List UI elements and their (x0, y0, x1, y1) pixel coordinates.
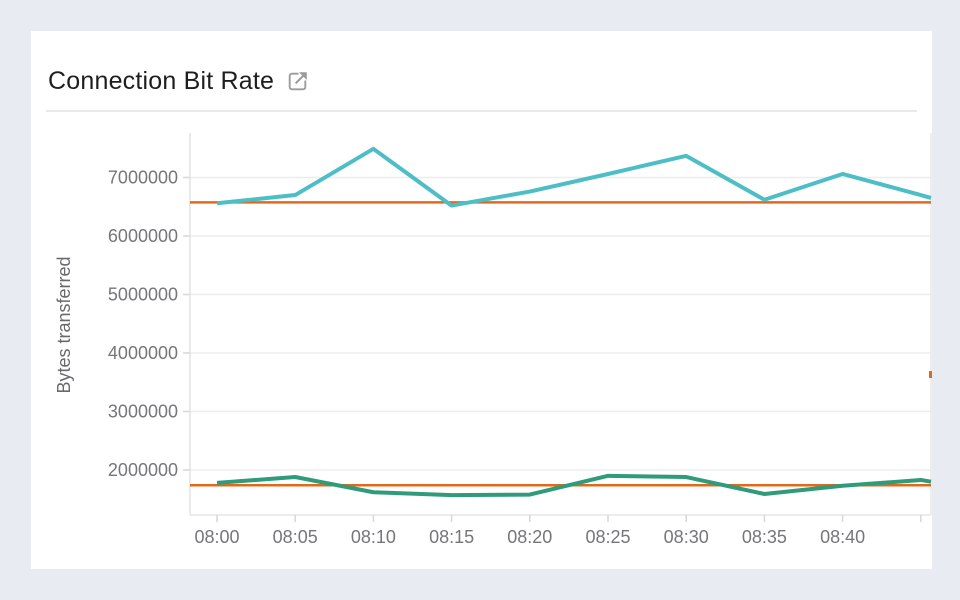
header-divider (46, 110, 917, 112)
x-tick-label: 08:15 (429, 527, 474, 547)
y-tick-label: 6000000 (108, 226, 178, 246)
y-tick-label: 5000000 (108, 285, 178, 305)
external-link-icon[interactable] (285, 69, 310, 94)
y-tick-label: 7000000 (108, 168, 178, 188)
x-tick-label: 08:00 (194, 527, 239, 547)
x-tick-label: 08:35 (742, 527, 787, 547)
y-tick-label: 2000000 (108, 460, 178, 480)
x-tick-label: 08:10 (351, 527, 396, 547)
x-tick-label: 08:30 (664, 527, 709, 547)
series-line-lower-connection[interactable] (216, 473, 932, 498)
y-tick-label: 4000000 (108, 343, 178, 363)
chart-title: Connection Bit Rate (48, 66, 275, 95)
x-tick-label: 08:25 (585, 527, 630, 547)
series-line-upper-connection[interactable] (216, 146, 932, 208)
y-tick-label: 3000000 (108, 402, 178, 422)
right-edge-artifact (929, 371, 932, 379)
x-tick-label: 08:20 (507, 527, 552, 547)
y-axis-title: Bytes transferred (54, 256, 74, 393)
x-tick-label: 08:40 (820, 527, 865, 547)
x-tick-label: 08:05 (273, 527, 318, 547)
chart-card: Connection Bit Rate 2000000 3000000 400000… (31, 31, 932, 569)
card-header: Connection Bit Rate (48, 61, 915, 101)
chart-canvas[interactable]: 2000000 3000000 4000000 5000000 6000000 70000… (31, 31, 932, 569)
